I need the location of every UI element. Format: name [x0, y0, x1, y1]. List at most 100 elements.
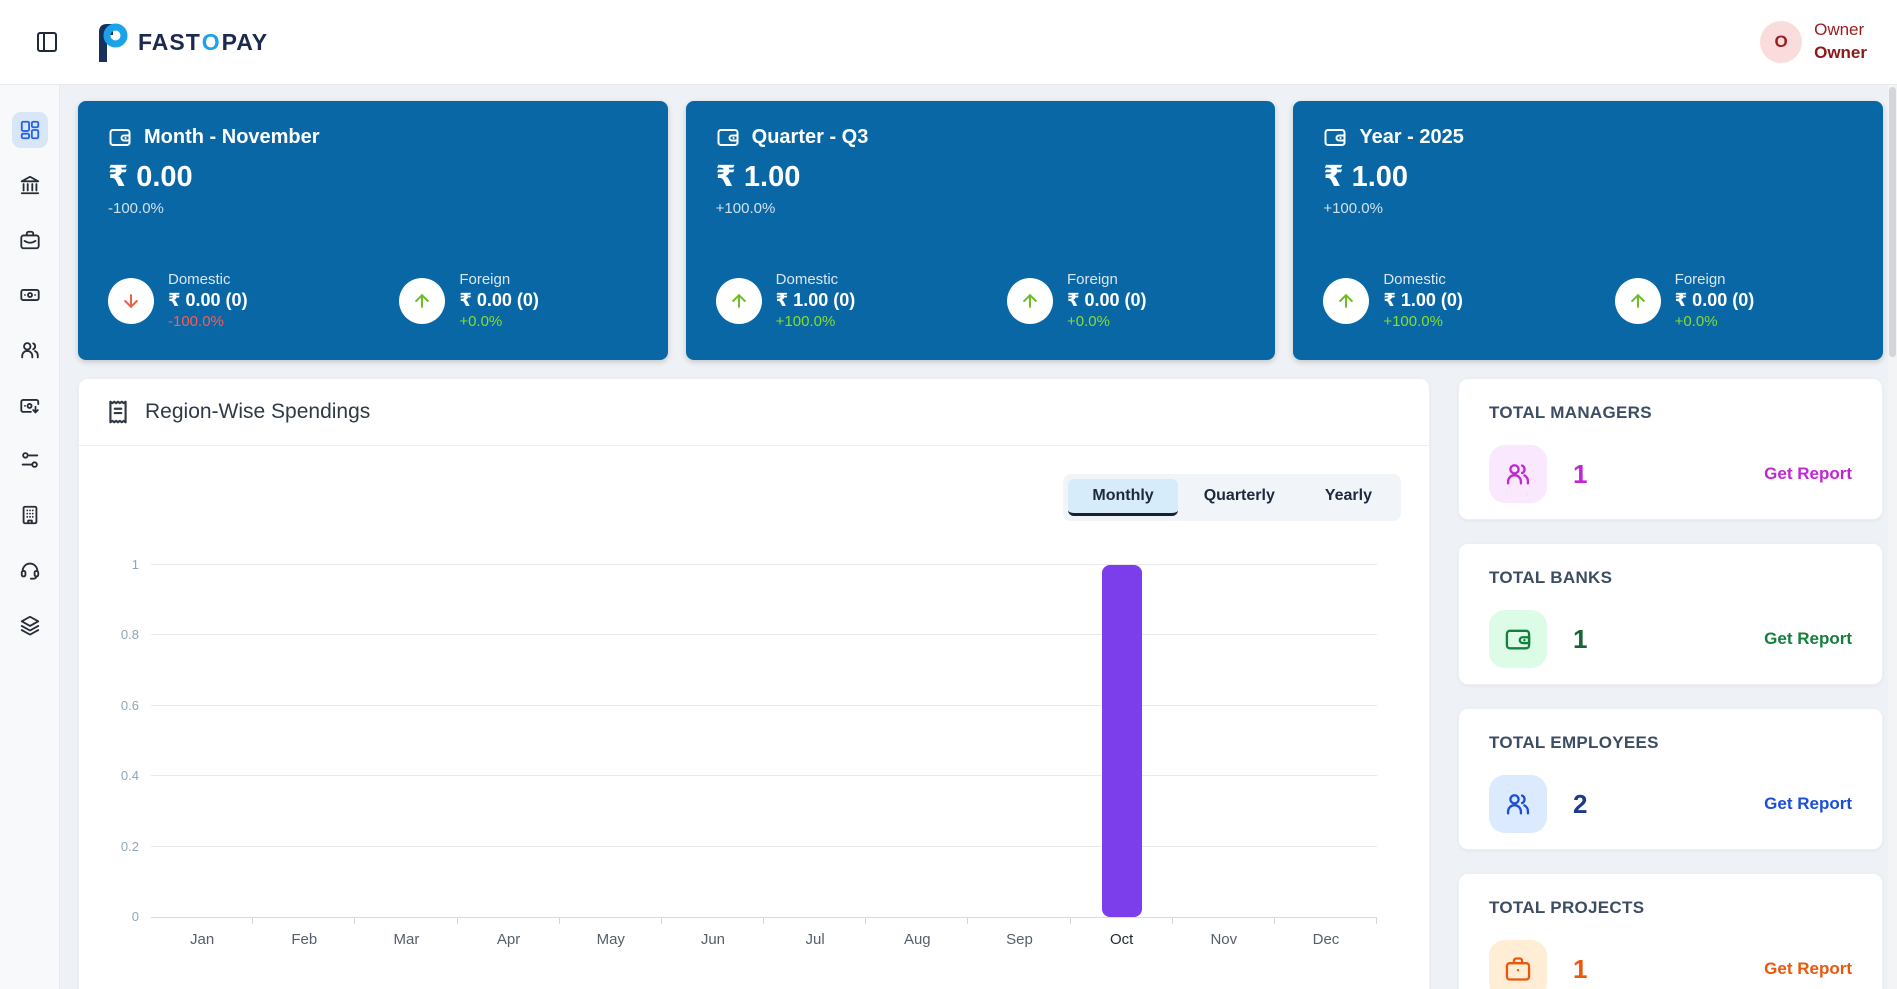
- summary-card-title: Year - 2025: [1359, 125, 1464, 148]
- tab-quarterly[interactable]: Quarterly: [1203, 487, 1275, 504]
- headset-icon: [20, 562, 39, 580]
- sidebar-item-projects[interactable]: [12, 222, 48, 258]
- sidebar-item-banks[interactable]: [12, 167, 48, 203]
- sidebar-toggle-button[interactable]: [30, 25, 64, 59]
- foreign-value: ₹ 0.00 (0): [459, 290, 539, 310]
- get-report-link[interactable]: Get Report: [1764, 629, 1852, 648]
- banknote-arrow-down-icon: [19, 399, 39, 414]
- logo-o-glyph: O: [201, 28, 221, 55]
- trend-arrow-circle: [1006, 277, 1053, 324]
- sidebar-item-users[interactable]: [12, 332, 48, 368]
- foreign-value: ₹ 0.00 (0): [1066, 290, 1147, 310]
- sidebar-item-company[interactable]: [12, 497, 48, 533]
- wallet-icon: [1324, 129, 1346, 146]
- sidebar-item-support[interactable]: [12, 552, 48, 588]
- arrow-up-icon: [1630, 293, 1645, 308]
- stat-card-total-employees: TOTAL EMPLOYEES 2 Get Report: [1458, 708, 1883, 850]
- stat-card-total-managers: TOTAL MANAGERS 1 Get Report: [1458, 378, 1883, 520]
- scrollbar-thumb[interactable]: [1889, 87, 1896, 357]
- x-axis-label-apr: Apr: [458, 918, 560, 948]
- bar-oct: [1101, 565, 1142, 917]
- user-menu[interactable]: O Owner Owner: [1760, 19, 1867, 65]
- y-axis-tick-label: 0.8: [120, 627, 139, 643]
- trend-arrow-circle: [108, 277, 154, 324]
- summary-card-title: Quarter - Q3: [751, 125, 869, 148]
- domestic-change: +100.0%: [775, 313, 836, 330]
- trend-arrow-circle: [1323, 277, 1370, 324]
- gridline: [151, 634, 1377, 636]
- domestic-value: ₹ 1.00 (0): [775, 290, 856, 310]
- y-axis-tick-label: 0.6: [120, 697, 139, 713]
- bank-icon: [20, 175, 39, 195]
- summary-card-month: Month - November ₹ 0.00 -100.0% Domestic…: [78, 101, 668, 360]
- get-report-link[interactable]: Get Report: [1764, 794, 1852, 813]
- users-icon: [20, 342, 39, 359]
- get-report-link[interactable]: Get Report: [1764, 464, 1852, 483]
- users-icon: [1489, 775, 1547, 833]
- brand-logo[interactable]: FAST O PAY: [92, 22, 268, 62]
- foreign-label: Foreign: [1066, 271, 1118, 288]
- trend-arrow-circle: [715, 277, 762, 324]
- chart-title: Region-Wise Spendings: [145, 400, 371, 423]
- gridline: [151, 775, 1377, 777]
- foreign-change: +0.0%: [459, 313, 503, 330]
- domestic-label: Domestic: [1383, 271, 1446, 288]
- stat-card-title: TOTAL EMPLOYEES: [1489, 733, 1659, 752]
- stat-card-value: 2: [1573, 788, 1588, 819]
- banknote-icon: [19, 289, 40, 301]
- fastopay-logo-icon: [99, 23, 128, 62]
- summary-card-change: -100.0%: [108, 200, 164, 217]
- x-axis-label-jun: Jun: [662, 918, 765, 948]
- wallet-icon: [1489, 610, 1547, 668]
- domestic-value: ₹ 1.00 (0): [1383, 290, 1463, 310]
- sidebar-item-integrations[interactable]: [12, 607, 48, 643]
- summary-card-title: Month - November: [144, 125, 320, 148]
- summary-cards-row: Month - November ₹ 0.00 -100.0% Domestic…: [78, 101, 1883, 360]
- receipt-icon: [109, 400, 127, 424]
- stats-column: TOTAL MANAGERS 1 Get Report TOTAL BANKS: [1458, 378, 1883, 989]
- building-icon: [22, 505, 37, 525]
- left-sidebar: [0, 85, 60, 989]
- x-axis-label-jan: Jan: [151, 918, 254, 948]
- x-axis-label-jul: Jul: [764, 918, 867, 948]
- page-scrollbar[interactable]: [1888, 85, 1897, 989]
- avatar: O: [1760, 21, 1803, 63]
- foreign-label: Foreign: [459, 271, 511, 288]
- summary-card-value: ₹ 0.00: [108, 161, 193, 193]
- stat-card-total-banks: TOTAL BANKS 1 Get Report: [1458, 543, 1883, 685]
- y-axis-tick-label: 1: [131, 557, 139, 572]
- domestic-change: -100.0%: [168, 313, 224, 330]
- arrow-up-icon: [415, 293, 430, 308]
- domestic-label: Domestic: [775, 271, 839, 288]
- gridline: [151, 704, 1377, 706]
- tab-monthly[interactable]: Monthly: [1068, 479, 1178, 516]
- summary-card-value: ₹ 1.00: [1323, 161, 1409, 193]
- arrow-up-icon: [731, 293, 746, 308]
- sidebar-item-transactions[interactable]: [12, 387, 48, 423]
- chart-period-tabs: Monthly Quarterly Yearly: [1063, 474, 1401, 521]
- summary-card-quarter: Quarter - Q3 ₹ 1.00 +100.0% Domestic ₹ 1…: [685, 101, 1276, 360]
- y-axis-tick-label: 0: [131, 909, 139, 924]
- arrow-up-icon: [1023, 293, 1037, 308]
- x-axis-label-nov: Nov: [1173, 918, 1276, 948]
- x-axis-label-dec: Dec: [1275, 918, 1378, 948]
- region-wise-spendings-card: Region-Wise Spendings Monthly Quarterly …: [78, 378, 1430, 989]
- x-axis-label-feb: Feb: [253, 918, 356, 948]
- sidebar-item-payments[interactable]: [12, 277, 48, 313]
- get-report-link[interactable]: Get Report: [1764, 959, 1852, 978]
- tab-yearly[interactable]: Yearly: [1324, 487, 1372, 504]
- arrow-up-icon: [124, 293, 138, 308]
- trend-arrow-circle: [399, 277, 446, 324]
- foreign-label: Foreign: [1674, 271, 1726, 288]
- summary-card-change: +100.0%: [1323, 200, 1383, 217]
- sidebar-item-settings[interactable]: [12, 442, 48, 478]
- domestic-change: +100.0%: [1383, 313, 1443, 330]
- sidebar-item-dashboard[interactable]: [11, 112, 48, 148]
- x-axis-label-aug: Aug: [866, 918, 969, 948]
- chart-x-axis: Jan Feb Mar Apr May Jun Jul Aug Sep Oct Nov Dec: [151, 917, 1378, 948]
- bar-chart-plot: 0 0.2 0.4 0.6 0.8 1: [121, 557, 1377, 924]
- stat-card-value: 1: [1573, 458, 1588, 489]
- foreign-change: +0.0%: [1674, 313, 1718, 330]
- user-role: Owner: [1814, 43, 1867, 62]
- main-content: Month - November ₹ 0.00 -100.0% Domestic…: [60, 85, 1897, 989]
